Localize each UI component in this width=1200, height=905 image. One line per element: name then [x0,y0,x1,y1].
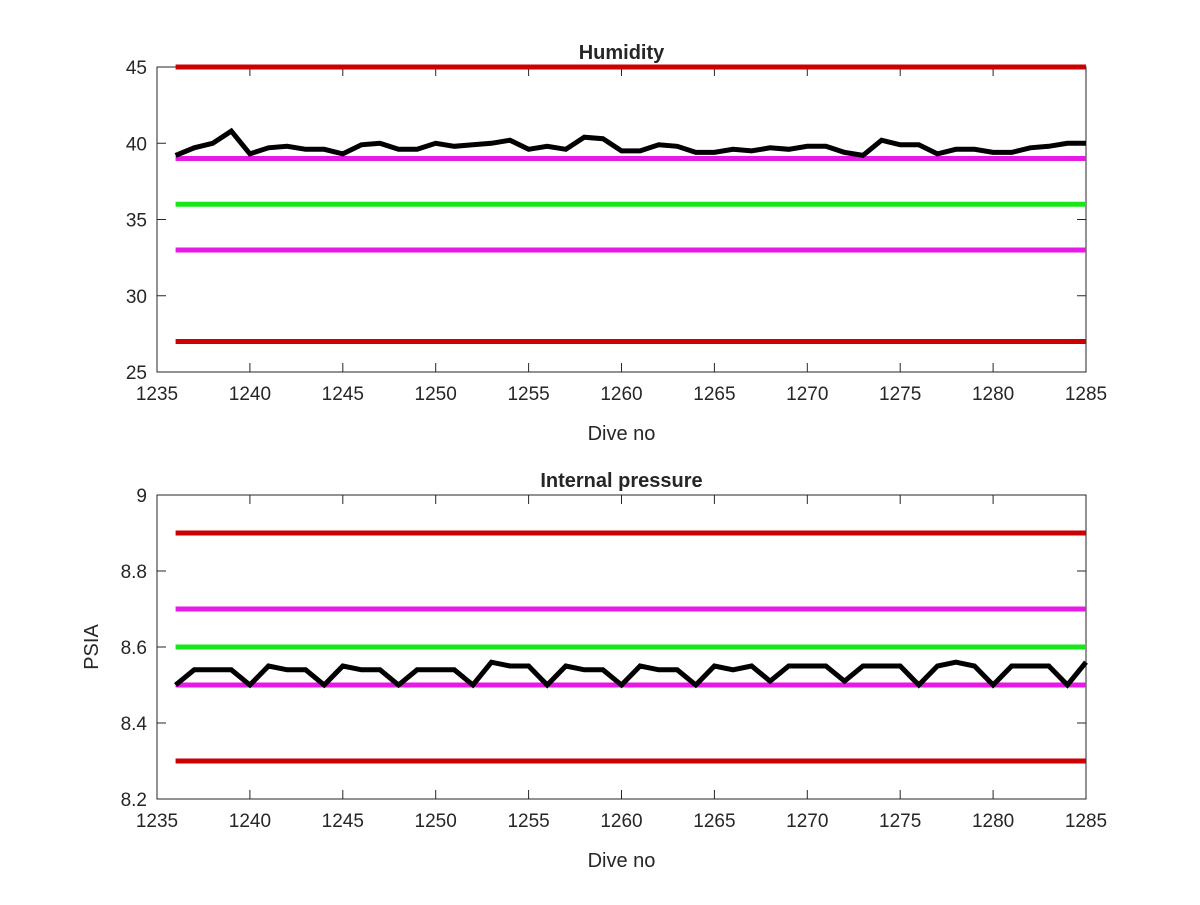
chart-1-xtick-label: 1245 [322,384,364,405]
chart-1-axes-box [156,66,1087,373]
chart-2-xtick-label: 1285 [1065,811,1107,832]
chart-1-xtick-label: 1275 [879,384,921,405]
chart-1-xtick-label: 1240 [229,384,271,405]
chart-2-xtick-label: 1280 [972,811,1014,832]
chart-2-ytick-label: 9 [136,486,147,507]
chart-2-ylabel: PSIA [81,624,103,670]
chart-1-xtick-label: 1255 [507,384,549,405]
chart-2-xtick-label: 1235 [136,811,178,832]
chart-1-ytick-label: 30 [126,287,147,308]
chart-2-xtick-label: 1260 [600,811,642,832]
chart-1-title: Humidity [579,42,665,64]
chart-2-title: Internal pressure [540,470,702,492]
chart-1-ytick-label: 40 [126,134,147,155]
chart-2-series-line [174,659,1088,689]
chart-1-xtick-label: 1280 [972,384,1014,405]
chart-1-xtick-label: 1250 [415,384,457,405]
chart-2-xtick-label: 1240 [229,811,271,832]
humidity-panel: 1235 1240 1245 1250 1255 1260 1265 1270 1275 1280… [126,42,1107,445]
chart-2-xtick-label: 1270 [786,811,828,832]
chart-2-xtick-label: 1275 [879,811,921,832]
chart-2-ytick-label: 8.4 [121,714,148,735]
chart-1-xtick-label: 1265 [693,384,735,405]
chart-2-ytick-label: 8.8 [121,562,147,583]
chart-1-series-line [174,127,1086,159]
chart-1-xtick-label: 1260 [600,384,642,405]
chart-1-ytick-label: 45 [126,58,147,79]
chart-2-xlabel: Dive no [588,850,656,872]
chart-1-xtick-label: 1270 [786,384,828,405]
internal-pressure-panel: 1235 1240 1245 1250 1255 1260 1265 1270 1275 1280… [81,470,1107,872]
chart-1-xtick-label: 1235 [136,384,178,405]
chart-1-xtick-label: 1285 [1065,384,1107,405]
chart-1-ytick-label: 35 [126,211,147,232]
chart-1-xlabel: Dive no [588,423,656,445]
chart-2-ytick-label: 8.6 [121,638,147,659]
chart-2-xtick-label: 1245 [322,811,364,832]
chart-2-ytick-label: 8.2 [121,790,147,811]
chart-2-xtick-label: 1250 [415,811,457,832]
chart-2-xtick-label: 1255 [507,811,549,832]
chart-2-xtick-label: 1265 [693,811,735,832]
chart-1-ytick-label: 25 [126,363,147,384]
